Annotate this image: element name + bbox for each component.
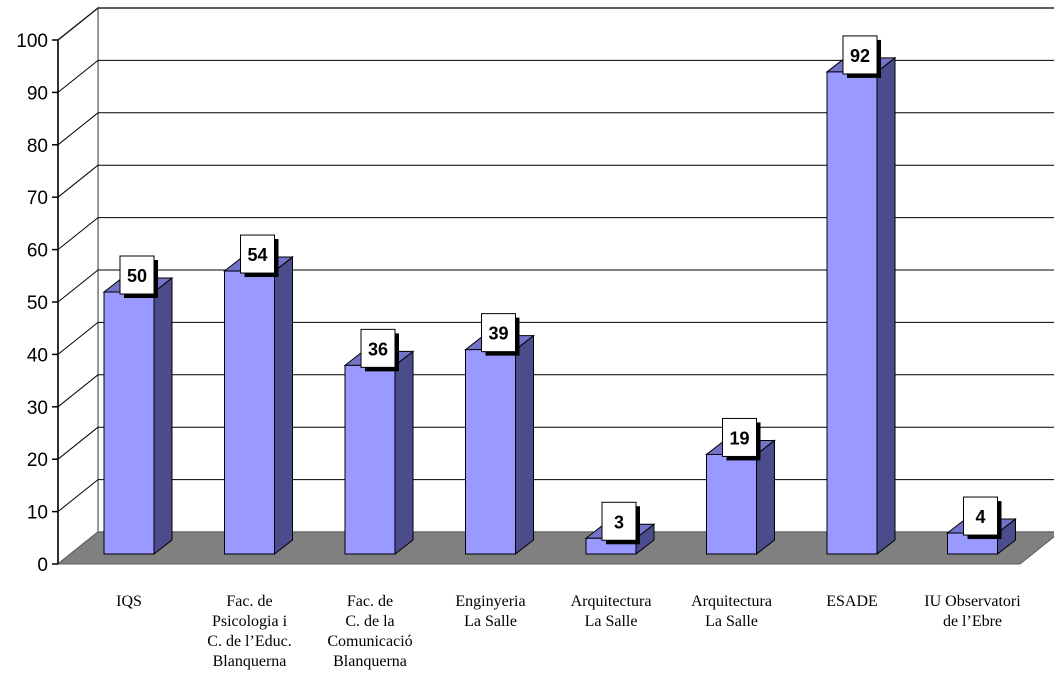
data-label-box	[842, 35, 878, 75]
bar-front	[224, 270, 275, 555]
gridline-side	[57, 7, 99, 41]
x-tick-label: IU Observatori de l’Ebre	[924, 593, 1021, 630]
x-tick-label-line: La Salle	[705, 613, 758, 630]
data-label-box	[240, 234, 275, 274]
y-tick-label: 100	[16, 31, 48, 52]
x-tick-label-line: IU Observatori	[924, 593, 1021, 610]
x-tick-label-line: Fac. de	[347, 593, 393, 610]
x-tick-label-line: Blanquerna	[213, 653, 287, 670]
y-axis: 0 10 20 30 40 50 60 70 80 90 100	[16, 31, 59, 576]
data-label-text: 50	[127, 266, 147, 286]
x-tick-label: Arquitectura La Salle	[571, 593, 652, 630]
bar-front	[826, 71, 878, 555]
x-tick-label: Arquitectura La Salle	[691, 593, 772, 630]
bar-side	[153, 276, 173, 556]
data-label: 54	[240, 234, 279, 278]
chart-walls	[57, 6, 1054, 566]
bar-front	[706, 453, 757, 555]
gridline-side	[57, 479, 99, 512]
x-tick-label-line: Enginyeria	[455, 593, 525, 610]
x-tick-label-line: IQS	[116, 593, 142, 610]
bar	[343, 350, 415, 556]
y-tick-label: 40	[27, 345, 48, 366]
data-label-box	[963, 496, 998, 536]
y-tick-label: 60	[27, 241, 48, 262]
bar-side	[394, 350, 414, 556]
y-tick-label: 0	[37, 555, 48, 576]
data-label-box	[481, 313, 516, 353]
data-label-box	[360, 328, 396, 368]
data-label: 3	[601, 501, 640, 545]
x-tick-label-line: Psicologia i	[212, 613, 288, 630]
gridline-side	[57, 164, 99, 198]
gridline-side	[57, 426, 99, 460]
x-axis-labels: IQS Fac. de Psicologia i C. de l’Educ. Blanq…	[116, 593, 1021, 670]
x-tick-label-line: Arquitectura	[571, 593, 652, 610]
data-label: 39	[481, 313, 520, 356]
gridline-side	[57, 112, 99, 146]
x-tick-label-line: Blanquerna	[333, 653, 407, 670]
floor-plane	[56, 531, 1054, 565]
data-label-box	[722, 417, 757, 457]
bar-front	[465, 349, 516, 555]
data-label: 92	[842, 35, 881, 78]
data-labels: 50 54 36 39 3 19 92 4	[119, 35, 1002, 545]
bar-side	[274, 256, 293, 556]
y-tick-label: 90	[27, 83, 48, 104]
data-label: 19	[722, 417, 761, 461]
bars	[102, 56, 1017, 556]
x-tick-label-line: de l’Ebre	[943, 613, 1002, 630]
x-tick-label: IQS	[116, 593, 142, 610]
bar-side	[515, 334, 534, 556]
data-label-text: 36	[368, 339, 388, 359]
y-tick-label: 30	[27, 398, 48, 419]
x-tick-label-line: La Salle	[585, 613, 638, 630]
bar	[825, 56, 897, 556]
bar-front	[344, 364, 396, 555]
gridline-side	[57, 322, 99, 355]
x-tick-label-line: La Salle	[464, 613, 517, 630]
x-tick-label: Fac. de Psicologia i C. de l’Educ. Blanquer…	[207, 593, 291, 670]
data-label-text: 92	[850, 46, 870, 66]
x-tick-label: ESADE	[826, 593, 878, 610]
bar	[464, 334, 535, 556]
chart-floor	[56, 531, 1054, 565]
x-tick-label: Fac. de C. de la Comunicació Blanquerna	[327, 593, 412, 670]
y-tick-label: 10	[27, 503, 48, 524]
data-label-box	[601, 501, 637, 541]
gridline-side	[57, 269, 99, 303]
x-tick-label: Enginyeria La Salle	[455, 593, 525, 630]
data-label: 36	[360, 328, 399, 372]
data-label-text: 3	[614, 512, 624, 532]
data-label-box	[119, 255, 155, 295]
x-tick-label-line: C. de la	[345, 613, 394, 630]
x-tick-label-line: Arquitectura	[691, 593, 772, 610]
x-tick-label-line: C. de l’Educ.	[207, 633, 291, 650]
data-label-text: 54	[247, 245, 267, 265]
data-label: 50	[119, 255, 158, 298]
data-label-text: 19	[729, 428, 749, 448]
bar	[223, 256, 294, 556]
y-tick-label: 80	[27, 136, 48, 157]
x-tick-label-line: ESADE	[826, 593, 878, 610]
x-tick-label-line: Comunicació	[327, 633, 412, 650]
gridline-side	[57, 60, 99, 93]
data-label-text: 39	[488, 324, 508, 344]
y-tick-label: 20	[27, 450, 48, 471]
gridline-side	[57, 217, 99, 250]
data-label: 4	[963, 496, 1002, 540]
bar-side	[876, 56, 896, 556]
bar-front	[103, 291, 155, 555]
data-label-text: 4	[975, 507, 985, 527]
y-tick-label: 70	[27, 188, 48, 209]
gridline-side	[57, 374, 99, 408]
x-tick-label-line: Fac. de	[226, 593, 272, 610]
bar	[102, 276, 174, 556]
y-tick-label: 50	[27, 293, 48, 314]
